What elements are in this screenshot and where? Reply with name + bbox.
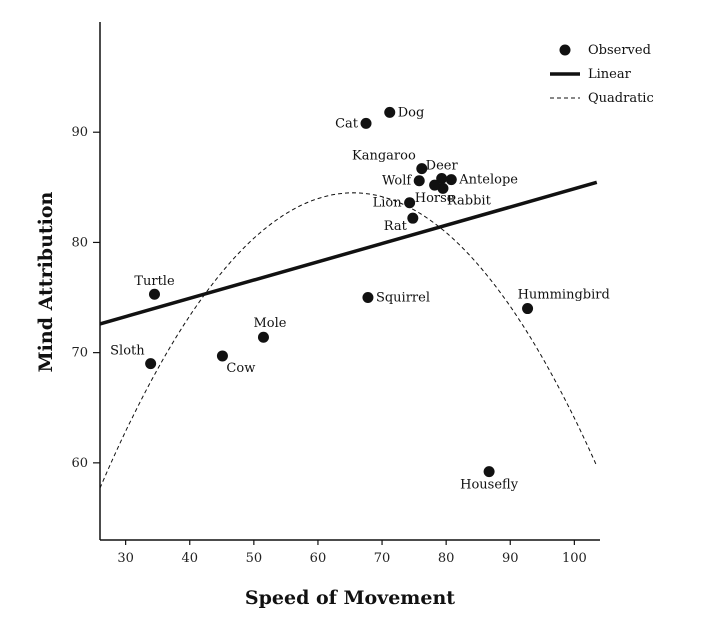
legend-label-quadratic: Quadratic	[588, 91, 654, 106]
x-axis-ticks: 30 40 50 60 70 80 90 100	[117, 540, 587, 566]
point-label-kangaroo: Kangaroo	[352, 149, 416, 164]
point-label-hummingbird: Hummingbird	[518, 288, 610, 303]
data-point-rabbit	[437, 182, 449, 194]
data-point-rat	[407, 212, 419, 224]
point-label-deer: Deer	[426, 159, 459, 174]
legend: Observed Linear Quadratic	[550, 43, 654, 106]
x-tick-label: 90	[502, 551, 519, 566]
point-label-cat: Cat	[335, 116, 359, 131]
point-label-rat: Rat	[384, 219, 408, 234]
x-tick-label: 40	[181, 551, 198, 566]
fit-lines	[99, 180, 598, 489]
legend-label-observed: Observed	[588, 43, 651, 58]
point-label-wolf: Wolf	[382, 174, 412, 189]
point-label-mole: Mole	[253, 316, 286, 331]
data-point-dog	[384, 106, 396, 118]
x-tick-label: 50	[246, 551, 263, 566]
data-point-sloth	[145, 358, 157, 370]
data-points	[145, 106, 534, 478]
x-tick-label: 70	[374, 551, 391, 566]
linear-fit-line	[99, 180, 598, 326]
data-point-mole	[257, 331, 269, 343]
data-point-kangaroo	[416, 163, 428, 175]
y-tick-label: 70	[71, 346, 88, 361]
x-tick-label: 30	[117, 551, 134, 566]
point-label-rabbit: Rabbit	[447, 193, 492, 208]
data-point-turtle	[148, 288, 160, 300]
point-label-sloth: Sloth	[110, 344, 145, 359]
x-axis-title: Speed of Movement	[245, 587, 455, 609]
data-point-cow	[216, 350, 228, 362]
point-label-housefly: Housefly	[460, 478, 519, 493]
point-label-lion: Lion	[373, 196, 403, 211]
data-point-lion	[404, 197, 416, 209]
x-tick-label: 80	[438, 551, 455, 566]
data-point-cat	[360, 117, 372, 129]
quadratic-fit-curve	[99, 192, 598, 489]
data-point-horse	[429, 179, 441, 191]
data-point-wolf	[413, 175, 425, 187]
y-tick-label: 80	[71, 235, 88, 250]
data-point-deer	[436, 173, 448, 185]
point-label-turtle: Turtle	[134, 274, 175, 289]
plot-area: 60 70 80 90 30 40 50 60 70 80 90 100 Cat Dog Kangaro…	[71, 22, 610, 566]
y-tick-label: 90	[71, 125, 88, 140]
data-point-housefly	[483, 466, 495, 478]
data-point-antelope	[445, 174, 457, 186]
y-tick-label: 60	[71, 456, 88, 471]
legend-marker-observed	[559, 44, 571, 56]
point-label-cow: Cow	[226, 361, 255, 376]
x-tick-label: 100	[562, 551, 587, 566]
data-point-squirrel	[362, 292, 374, 304]
point-label-antelope: Antelope	[458, 173, 518, 188]
y-axis-title: Mind Attribution	[35, 191, 57, 372]
legend-label-linear: Linear	[588, 67, 632, 82]
x-tick-label: 60	[310, 551, 327, 566]
y-axis-ticks: 60 70 80 90	[71, 125, 100, 471]
point-label-squirrel: Squirrel	[376, 291, 430, 306]
point-label-horse: Horse	[415, 191, 455, 206]
data-point-hummingbird	[522, 303, 534, 315]
point-label-dog: Dog	[398, 105, 425, 120]
